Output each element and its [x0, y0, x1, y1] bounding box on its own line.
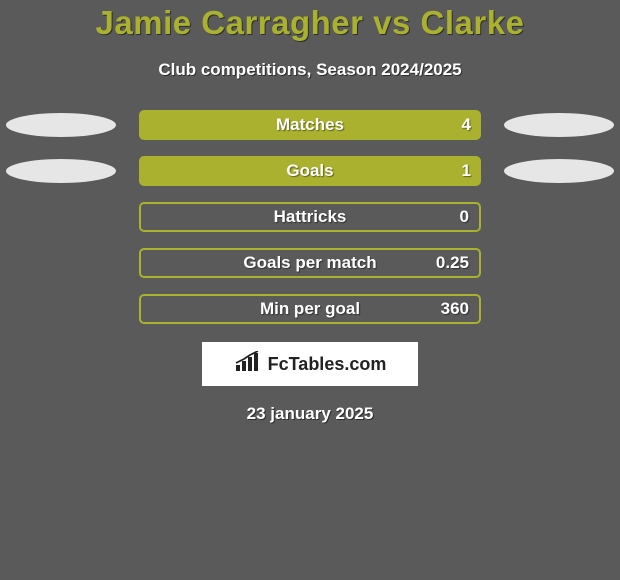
stat-value: 360 [441, 296, 469, 322]
stat-value: 0.25 [436, 250, 469, 276]
stat-bar: Hattricks 0 [139, 202, 481, 232]
stat-rows: Matches 4 Goals 1 Hattricks 0 Goals [0, 110, 620, 324]
stat-label: Min per goal [141, 296, 479, 322]
stat-bar: Goals per match 0.25 [139, 248, 481, 278]
stat-label: Goals per match [141, 250, 479, 276]
stat-row-gpm: Goals per match 0.25 [0, 248, 620, 278]
stat-bar: Min per goal 360 [139, 294, 481, 324]
brand-name: FcTables.com [268, 354, 387, 375]
stat-value: 4 [462, 110, 471, 140]
stat-bar: Matches 4 [139, 110, 481, 140]
comparison-infographic: Jamie Carragher vs Clarke Club competiti… [0, 0, 620, 580]
stat-row-matches: Matches 4 [0, 110, 620, 140]
stat-value: 0 [460, 204, 469, 230]
brand-badge[interactable]: FcTables.com [202, 342, 418, 386]
stat-label: Goals [139, 156, 481, 186]
player2-ellipse [504, 113, 614, 137]
player2-ellipse [504, 159, 614, 183]
stat-label: Hattricks [141, 204, 479, 230]
bars-icon [234, 351, 262, 378]
stat-value: 1 [462, 156, 471, 186]
player1-ellipse [6, 159, 116, 183]
page-subtitle: Club competitions, Season 2024/2025 [0, 60, 620, 80]
stat-bar: Goals 1 [139, 156, 481, 186]
footer-date: 23 january 2025 [0, 404, 620, 424]
stat-row-mpg: Min per goal 360 [0, 294, 620, 324]
stat-row-hattricks: Hattricks 0 [0, 202, 620, 232]
player1-ellipse [6, 113, 116, 137]
page-title: Jamie Carragher vs Clarke [0, 0, 620, 42]
stat-label: Matches [139, 110, 481, 140]
stat-row-goals: Goals 1 [0, 156, 620, 186]
